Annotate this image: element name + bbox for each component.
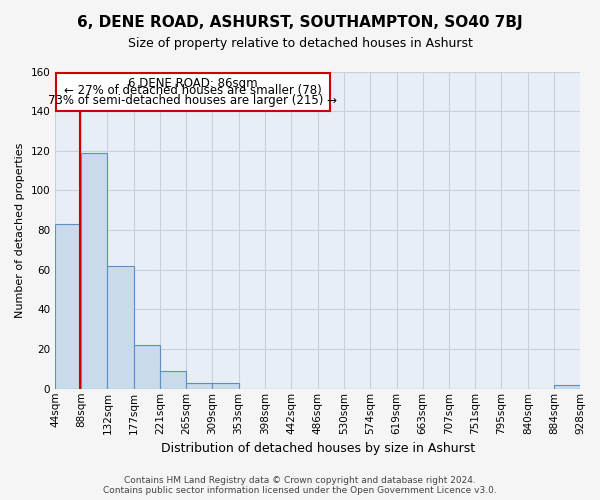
Bar — [134, 345, 160, 389]
Text: ← 27% of detached houses are smaller (78): ← 27% of detached houses are smaller (78… — [64, 84, 322, 97]
Text: Size of property relative to detached houses in Ashurst: Size of property relative to detached ho… — [128, 38, 472, 51]
Text: 6, DENE ROAD, ASHURST, SOUTHAMPTON, SO40 7BJ: 6, DENE ROAD, ASHURST, SOUTHAMPTON, SO40… — [77, 15, 523, 30]
Bar — [55, 224, 81, 389]
Bar — [81, 153, 107, 389]
FancyBboxPatch shape — [56, 74, 330, 111]
Bar — [212, 383, 239, 389]
Bar — [160, 371, 187, 389]
X-axis label: Distribution of detached houses by size in Ashurst: Distribution of detached houses by size … — [161, 442, 475, 455]
Text: 73% of semi-detached houses are larger (215) →: 73% of semi-detached houses are larger (… — [49, 94, 337, 107]
Bar — [187, 383, 212, 389]
Y-axis label: Number of detached properties: Number of detached properties — [15, 142, 25, 318]
Text: 6 DENE ROAD: 86sqm: 6 DENE ROAD: 86sqm — [128, 78, 258, 90]
Bar — [107, 266, 134, 389]
Bar — [554, 385, 580, 389]
Text: Contains HM Land Registry data © Crown copyright and database right 2024.
Contai: Contains HM Land Registry data © Crown c… — [103, 476, 497, 495]
